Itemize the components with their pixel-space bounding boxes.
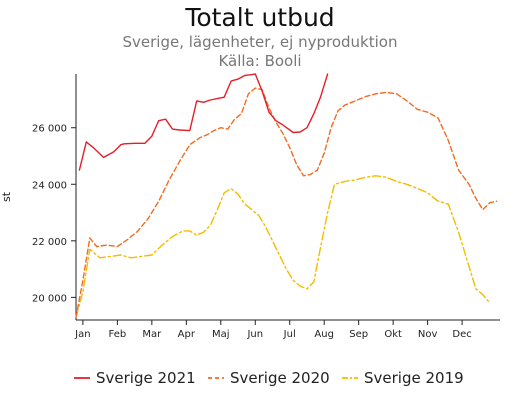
y-tick-label: 26 000 [32, 124, 67, 135]
x-tick-label: Jan [74, 329, 90, 340]
legend-label: Sverige 2020 [230, 369, 330, 387]
chart-subtitle: Sverige, lägenheter, ej nyproduktion [123, 33, 398, 51]
y-tick-label: 20 000 [32, 293, 67, 304]
x-tick-label: Jul [283, 329, 296, 340]
legend-label: Sverige 2021 [96, 369, 196, 387]
x-tick-label: Apr [178, 329, 196, 340]
series-line-sverige-2019 [75, 175, 491, 318]
x-tick-label: Sep [349, 329, 368, 340]
chart-source: Källa: Booli [218, 52, 301, 70]
legend: Sverige 2021 Sverige 2020 Sverige 2019 [74, 369, 464, 387]
x-tick-label: Okt [384, 329, 402, 340]
x-tick-label: Aug [314, 329, 334, 340]
legend-label: Sverige 2019 [364, 369, 464, 387]
series-line-sverige-2021 [78, 73, 329, 171]
x-tick-label: Feb [109, 329, 127, 340]
series-line-sverige-2020 [75, 87, 498, 318]
y-tick-label: 22 000 [32, 237, 67, 248]
x-tick-label: Nov [418, 329, 438, 340]
plot-area [75, 73, 498, 318]
chart-title: Totalt utbud [184, 3, 334, 32]
x-tick-label: Mar [142, 329, 162, 340]
x-tick-label: Dec [452, 329, 471, 340]
y-axis-label: st [0, 191, 13, 202]
y-tick-label: 24 000 [32, 180, 67, 191]
x-tick-label: Jun [246, 329, 263, 340]
x-tick-label: Maj [212, 329, 230, 340]
axes: 20 000 22 000 24 000 26 000 Jan Feb Mar Apr Maj J… [32, 74, 500, 340]
